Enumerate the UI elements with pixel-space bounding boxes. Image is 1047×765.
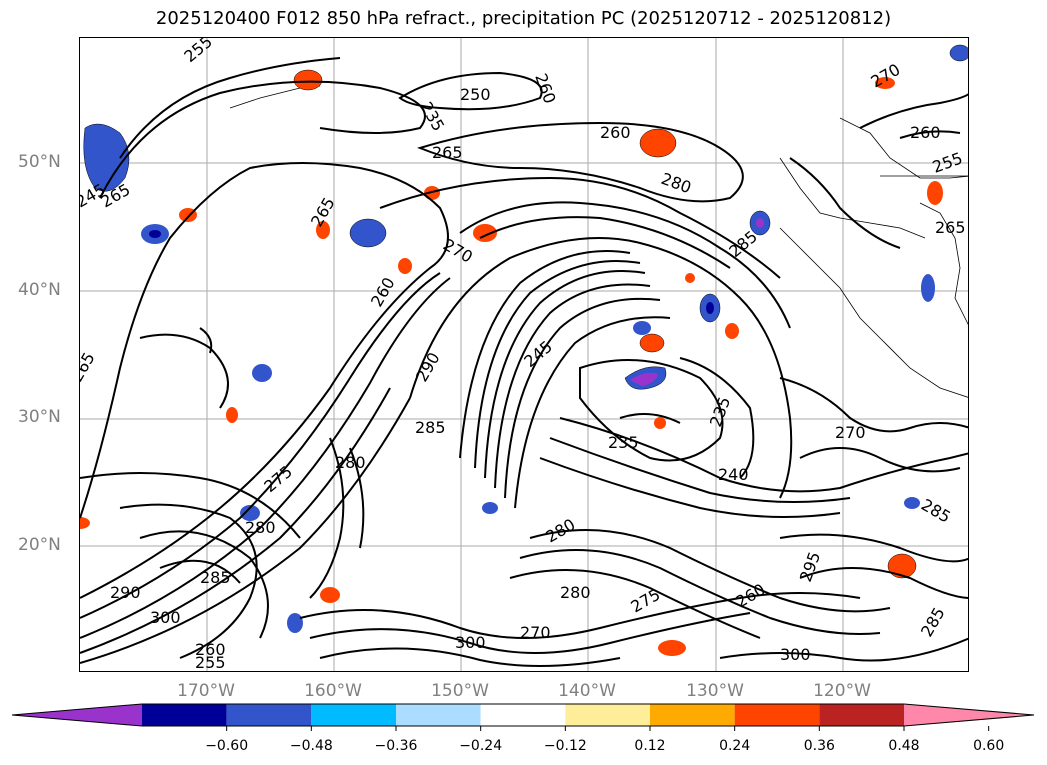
contour-label: 285 <box>415 418 446 437</box>
lat-label-30n: 30°N <box>18 407 61 427</box>
contour-label: 235 <box>417 99 449 135</box>
contour-label: 300 <box>780 645 811 664</box>
colorbar-tick-label: 0.60 <box>973 738 1005 754</box>
colorbar-tick-label: 0.48 <box>888 738 920 754</box>
lon-label-140w: 140°W <box>558 681 616 701</box>
contour-label-group: 255 250 235 260 265 260 265 280 270 285 … <box>80 38 966 672</box>
colorbar-segment <box>565 704 650 726</box>
lat-label-50n: 50°N <box>18 152 61 172</box>
lon-label-150w: 150°W <box>431 681 489 701</box>
contour-label: 285 <box>200 568 231 587</box>
coastlines <box>229 85 968 398</box>
contour-label: 265 <box>80 349 99 385</box>
colorbar-segment <box>819 704 904 726</box>
lat-label-40n: 40°N <box>18 280 61 300</box>
contour-label: 250 <box>460 85 491 104</box>
contour-label: 280 <box>335 453 366 472</box>
colorbar-segment <box>734 704 820 726</box>
contour-label: 260 <box>600 123 631 142</box>
lon-label-130w: 130°W <box>686 681 744 701</box>
contour-label: 235 <box>706 394 734 429</box>
contour-label: 285 <box>918 495 954 527</box>
colorbar-tick-label: −0.48 <box>289 738 333 754</box>
contour-label: 265 <box>935 218 966 237</box>
contour-label: 235 <box>608 433 639 452</box>
contour-label: 280 <box>245 518 276 537</box>
contour-label: 280 <box>543 515 579 547</box>
colorbar-outline <box>11 703 1035 727</box>
colorbar-tick-label: 0.24 <box>719 738 751 754</box>
colorbar-tick-label: −0.24 <box>459 738 503 754</box>
colorbar-segment <box>480 704 566 726</box>
precip-shading <box>80 44 968 656</box>
map-panel: 255 250 235 260 265 260 265 280 270 285 … <box>79 37 969 672</box>
colorbar-segment <box>396 704 481 726</box>
lon-label-160w: 160°W <box>304 681 362 701</box>
contour-label: 290 <box>110 583 141 602</box>
refractivity-contours <box>80 57 968 667</box>
contour-label: 240 <box>718 465 749 484</box>
lon-label-170w: 170°W <box>177 681 235 701</box>
contour-label: 265 <box>432 143 463 162</box>
colorbar-segment <box>311 704 396 726</box>
contour-label: 280 <box>560 583 591 602</box>
colorbar-tick-label: 0.12 <box>634 738 666 754</box>
contour-label: 275 <box>628 585 664 617</box>
colorbar-extend-high <box>904 704 1034 726</box>
contour-label: 285 <box>917 604 949 640</box>
colorbar-tick-label: −0.60 <box>205 738 249 754</box>
contour-label: 245 <box>520 337 556 371</box>
lat-label-20n: 20°N <box>18 535 61 555</box>
contour-label: 270 <box>440 235 476 267</box>
contour-label: 295 <box>796 549 824 584</box>
contour-label: 280 <box>659 169 694 197</box>
lon-label-120w: 120°W <box>813 681 871 701</box>
colorbar-tick-label: −0.36 <box>374 738 418 754</box>
contour-label: 260 <box>531 71 559 106</box>
contour-label: 260 <box>367 274 399 310</box>
map-canvas: 255 250 235 260 265 260 265 280 270 285 … <box>80 38 968 672</box>
contour-label: 260 <box>733 580 769 612</box>
contour-label: 260 <box>910 123 941 142</box>
colorbar-segment <box>142 704 227 726</box>
colorbar-extend-low <box>12 704 142 726</box>
colorbar-tick-label: 0.36 <box>803 738 835 754</box>
contour-label: 260 <box>195 640 226 659</box>
colorbar-segment <box>226 704 312 726</box>
contour-label: 255 <box>930 148 965 176</box>
contour-label: 255 <box>195 653 226 672</box>
contour-label: 270 <box>520 623 551 642</box>
contour-label: 300 <box>150 608 181 627</box>
colorbar-segments <box>11 703 1035 731</box>
colorbar-segment <box>650 704 735 726</box>
contour-label: 300 <box>455 633 486 652</box>
contour-label: 255 <box>180 38 216 66</box>
colorbar-tick-label: −0.12 <box>543 738 587 754</box>
chart-title: 2025120400 F012 850 hPa refract., precip… <box>155 8 892 29</box>
contour-label: 270 <box>835 423 866 442</box>
